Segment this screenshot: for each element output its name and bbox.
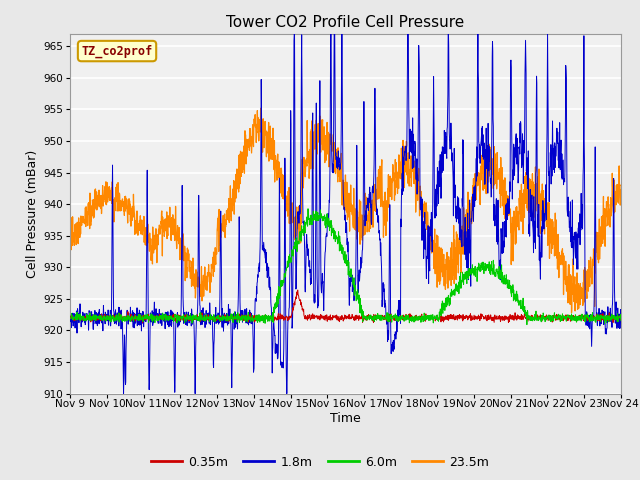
Title: Tower CO2 Profile Cell Pressure: Tower CO2 Profile Cell Pressure xyxy=(227,15,465,30)
Y-axis label: Cell Pressure (mBar): Cell Pressure (mBar) xyxy=(26,149,40,278)
X-axis label: Time: Time xyxy=(330,412,361,425)
Text: TZ_co2prof: TZ_co2prof xyxy=(81,44,153,58)
Legend: 0.35m, 1.8m, 6.0m, 23.5m: 0.35m, 1.8m, 6.0m, 23.5m xyxy=(145,451,495,474)
